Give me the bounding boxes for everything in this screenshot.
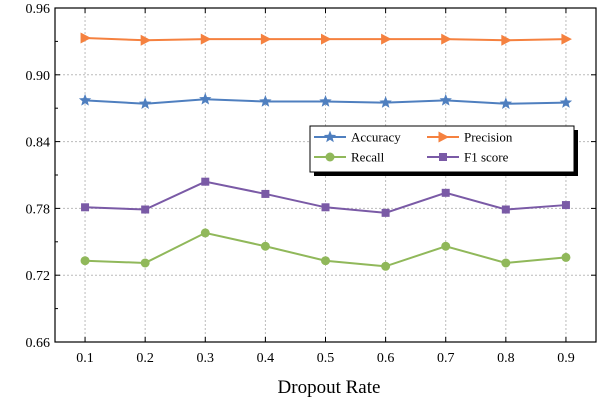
x-tick-label-6: 0.7	[437, 351, 455, 366]
y-tick-label-0: 0.66	[26, 336, 51, 351]
data-point-f1-score-1	[141, 205, 150, 214]
data-point-f1-score-0	[81, 203, 90, 212]
data-point-recall-8	[561, 252, 571, 262]
data-point-accuracy-3	[259, 95, 272, 107]
data-point-recall-4	[321, 256, 330, 266]
data-point-precision-7	[501, 34, 512, 46]
legend-label-recall: Recall	[351, 150, 385, 165]
legend-label-precision: Precision	[464, 130, 513, 145]
data-point-f1-score-7	[501, 205, 510, 214]
data-point-f1-score-6	[441, 188, 450, 197]
axes	[54, 7, 597, 343]
y-tick-label-2: 0.78	[26, 202, 51, 217]
data-point-precision-6	[441, 33, 452, 45]
series-layer	[78, 32, 573, 271]
x-tick-label-4: 0.5	[317, 351, 335, 366]
series-recall	[80, 228, 571, 271]
x-tick-label-8: 0.9	[557, 351, 575, 366]
data-point-recall-6	[441, 241, 451, 251]
data-point-recall-1	[140, 258, 150, 268]
series-f1-score	[81, 177, 570, 217]
x-tick-label-2: 0.3	[197, 351, 215, 366]
x-tick-label-0: 0.1	[76, 351, 94, 366]
data-point-recall-3	[260, 241, 270, 251]
data-point-precision-3	[260, 33, 272, 45]
legend-marker-accuracy	[323, 130, 337, 143]
data-point-precision-2	[200, 33, 212, 45]
x-tick-label-5: 0.6	[377, 351, 395, 366]
y-tick-label-3: 0.84	[26, 136, 51, 151]
x-tick-label-7: 0.8	[497, 351, 515, 366]
legend-marker-recall	[325, 152, 335, 162]
data-point-recall-5	[381, 261, 391, 271]
data-point-accuracy-7	[499, 97, 513, 110]
y-tick-label-4: 0.90	[26, 69, 51, 84]
data-point-recall-2	[200, 228, 210, 238]
data-point-accuracy-6	[439, 93, 452, 106]
tick-labels: 0.66 0.72 0.78 0.84 0.90 0.96 0.1 0.2 0.3 0.4 0.5 0…	[26, 2, 575, 366]
data-point-f1-score-4	[321, 203, 330, 212]
x-axis-title: Dropout Rate	[278, 377, 381, 398]
series-accuracy	[78, 92, 573, 110]
data-point-recall-7	[501, 258, 511, 268]
data-point-f1-score-8	[561, 201, 570, 210]
data-point-f1-score-3	[261, 189, 270, 198]
legend: Accuracy Precision Recall F1 score	[309, 125, 578, 176]
data-point-precision-8	[561, 33, 572, 45]
x-tick-label-1: 0.2	[136, 351, 154, 366]
data-point-accuracy-0	[78, 93, 92, 106]
legend-box	[309, 125, 575, 173]
legend-label-f1-score: F1 score	[464, 150, 509, 165]
legend-label-accuracy: Accuracy	[351, 130, 401, 145]
legend-marker-precision	[438, 131, 449, 143]
data-point-f1-score-2	[201, 177, 210, 186]
data-point-accuracy-4	[319, 95, 332, 107]
data-point-accuracy-8	[559, 96, 573, 108]
data-point-accuracy-1	[138, 97, 152, 110]
legend-marker-f1-score	[439, 153, 447, 161]
data-point-accuracy-2	[199, 92, 212, 105]
data-point-precision-4	[321, 33, 332, 45]
data-point-precision-1	[140, 34, 152, 46]
y-tick-label-5: 0.96	[26, 2, 51, 17]
series-precision	[80, 32, 572, 46]
data-point-f1-score-5	[381, 208, 390, 217]
data-point-precision-5	[381, 33, 392, 45]
data-point-precision-0	[80, 32, 92, 44]
data-point-accuracy-5	[379, 96, 392, 108]
data-point-recall-0	[80, 256, 90, 266]
x-tick-label-3: 0.4	[257, 351, 275, 366]
y-tick-label-1: 0.72	[26, 269, 51, 284]
